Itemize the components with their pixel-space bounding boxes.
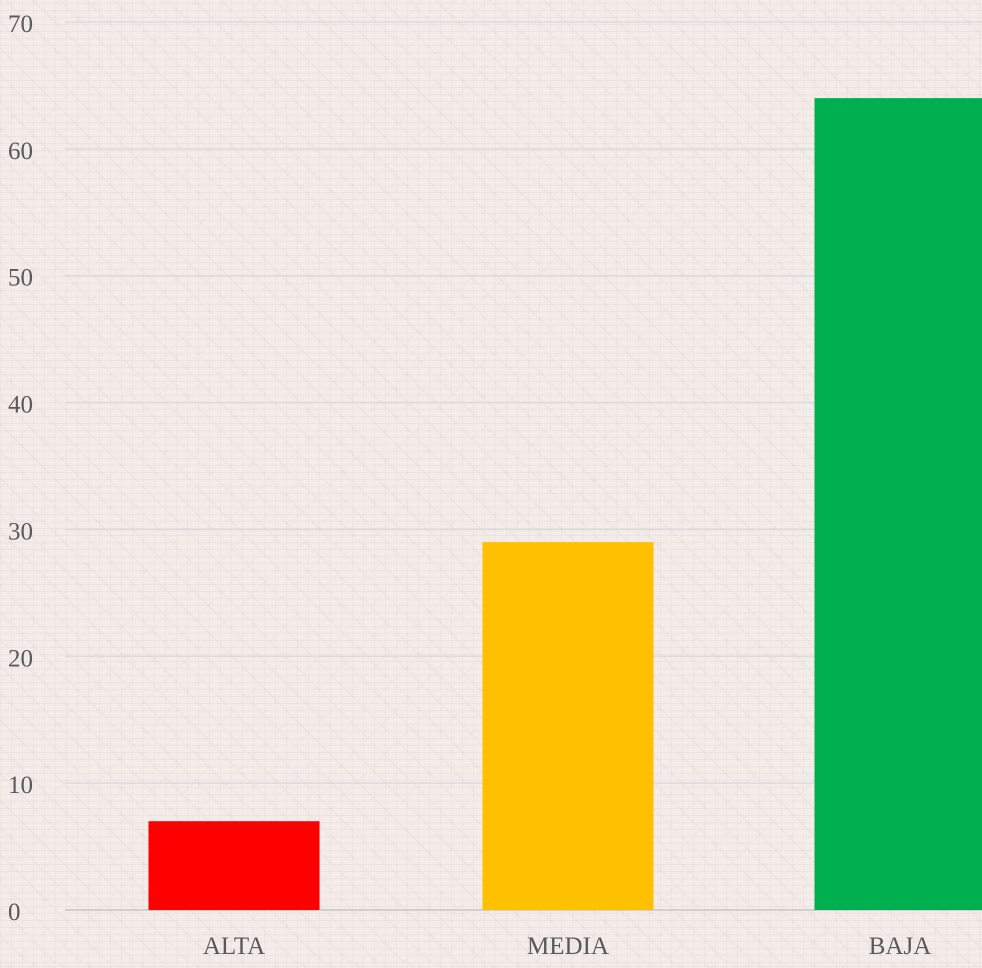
y-tick-label-0: 0 xyxy=(8,899,21,926)
x-tick-label-baja: BAJA xyxy=(869,933,932,960)
x-axis-tick-labels: ALTA MEDIA BAJA xyxy=(203,933,931,960)
y-tick-label-70: 70 xyxy=(8,11,33,38)
y-tick-label-60: 60 xyxy=(8,138,33,165)
x-tick-label-alta: ALTA xyxy=(203,933,265,960)
y-tick-label-50: 50 xyxy=(8,265,33,292)
y-tick-label-30: 30 xyxy=(8,518,33,545)
y-axis-tick-labels: 0 10 20 30 40 50 60 70 xyxy=(8,11,33,926)
bar-media xyxy=(483,542,654,910)
y-tick-label-10: 10 xyxy=(8,772,33,799)
bar-baja xyxy=(815,98,982,910)
bar-alta xyxy=(149,821,320,910)
bars xyxy=(149,98,982,910)
y-tick-label-40: 40 xyxy=(8,392,33,419)
x-tick-label-media: MEDIA xyxy=(527,933,609,960)
y-tick-label-20: 20 xyxy=(8,645,33,672)
